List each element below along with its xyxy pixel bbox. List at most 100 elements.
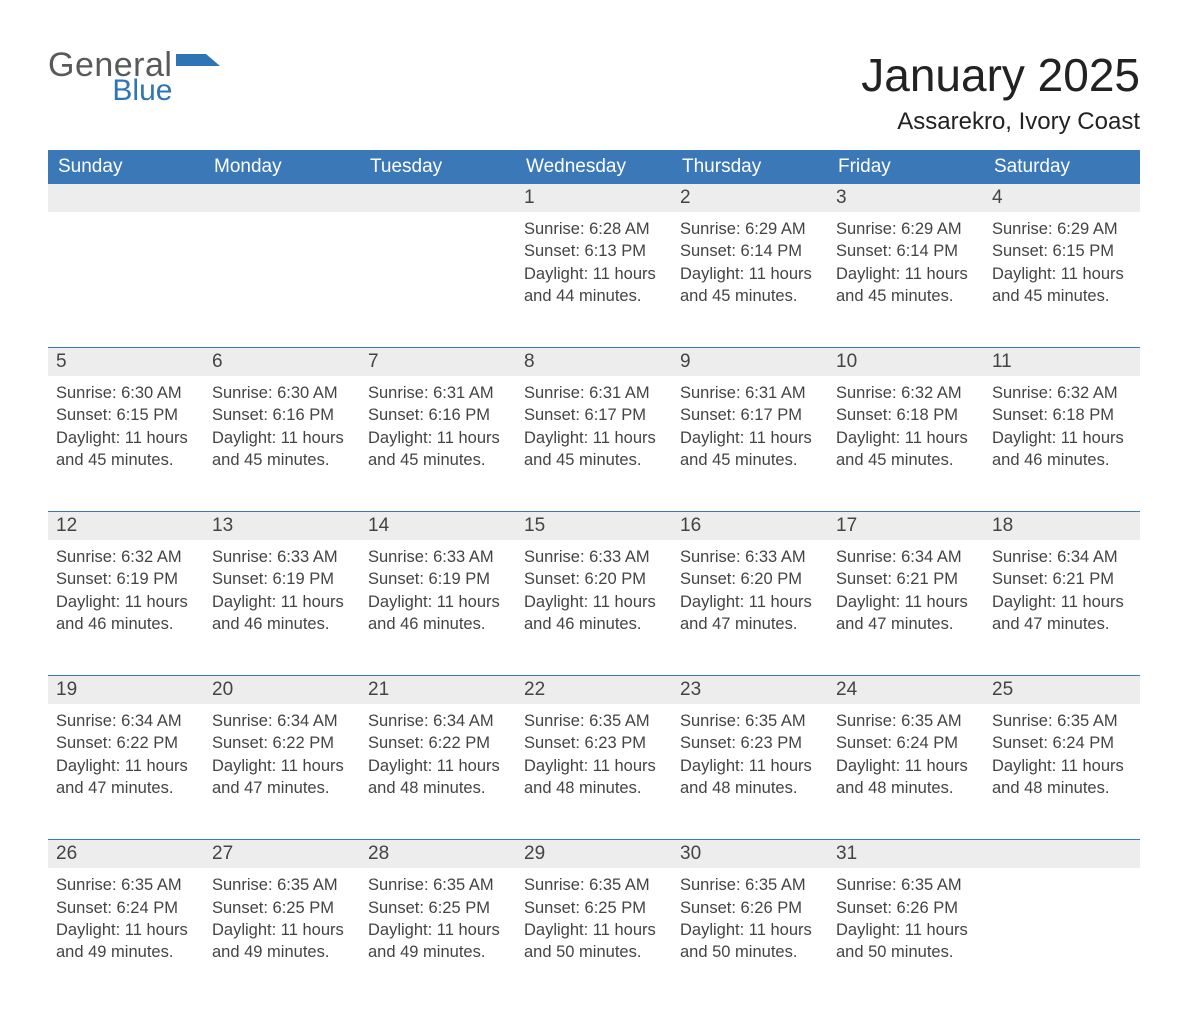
- week-separator: [48, 499, 1140, 512]
- brand-flag-icon: [176, 48, 220, 85]
- day-detail-cell: Sunrise: 6:30 AMSunset: 6:16 PMDaylight:…: [204, 376, 360, 499]
- day-detail-cell: Sunrise: 6:33 AMSunset: 6:20 PMDaylight:…: [672, 540, 828, 663]
- day-number-cell: [984, 840, 1140, 868]
- day-detail-cell: Sunrise: 6:29 AMSunset: 6:14 PMDaylight:…: [828, 212, 984, 335]
- sunset-text: Sunset: 6:26 PM: [836, 897, 976, 919]
- sunset-text: Sunset: 6:25 PM: [368, 897, 508, 919]
- day-detail-cell: Sunrise: 6:29 AMSunset: 6:14 PMDaylight:…: [672, 212, 828, 335]
- day-detail-cell: Sunrise: 6:30 AMSunset: 6:15 PMDaylight:…: [48, 376, 204, 499]
- sunrise-text: Sunrise: 6:30 AM: [212, 382, 352, 404]
- day-number-cell: [48, 184, 204, 212]
- header-bar: General Blue January 2025 Assarekro, Ivo…: [48, 48, 1140, 150]
- day-detail-row: Sunrise: 6:35 AMSunset: 6:24 PMDaylight:…: [48, 868, 1140, 991]
- day-number-cell: 11: [984, 348, 1140, 376]
- daylight-text: Daylight: 11 hours and 45 minutes.: [680, 263, 820, 308]
- day-detail-cell: Sunrise: 6:33 AMSunset: 6:20 PMDaylight:…: [516, 540, 672, 663]
- day-number-row: 567891011: [48, 348, 1140, 376]
- day-detail-cell: [204, 212, 360, 335]
- daylight-text: Daylight: 11 hours and 47 minutes.: [836, 591, 976, 636]
- sunrise-text: Sunrise: 6:31 AM: [524, 382, 664, 404]
- col-header: Tuesday: [360, 150, 516, 184]
- sunset-text: Sunset: 6:19 PM: [56, 568, 196, 590]
- day-detail-cell: Sunrise: 6:35 AMSunset: 6:26 PMDaylight:…: [828, 868, 984, 991]
- day-detail-cell: Sunrise: 6:31 AMSunset: 6:17 PMDaylight:…: [516, 376, 672, 499]
- col-header: Saturday: [984, 150, 1140, 184]
- week-separator: [48, 827, 1140, 840]
- brand-text: General Blue: [48, 48, 172, 106]
- day-detail-cell: Sunrise: 6:34 AMSunset: 6:22 PMDaylight:…: [48, 704, 204, 827]
- sunrise-text: Sunrise: 6:29 AM: [992, 218, 1132, 240]
- day-detail-cell: Sunrise: 6:28 AMSunset: 6:13 PMDaylight:…: [516, 212, 672, 335]
- sunrise-text: Sunrise: 6:35 AM: [836, 874, 976, 896]
- col-header: Monday: [204, 150, 360, 184]
- sunset-text: Sunset: 6:21 PM: [992, 568, 1132, 590]
- sunset-text: Sunset: 6:26 PM: [680, 897, 820, 919]
- sunset-text: Sunset: 6:22 PM: [56, 732, 196, 754]
- daylight-text: Daylight: 11 hours and 45 minutes.: [680, 427, 820, 472]
- sunrise-text: Sunrise: 6:28 AM: [524, 218, 664, 240]
- sunset-text: Sunset: 6:24 PM: [836, 732, 976, 754]
- sunset-text: Sunset: 6:24 PM: [992, 732, 1132, 754]
- sunset-text: Sunset: 6:13 PM: [524, 240, 664, 262]
- daylight-text: Daylight: 11 hours and 48 minutes.: [836, 755, 976, 800]
- sunset-text: Sunset: 6:19 PM: [212, 568, 352, 590]
- day-number-cell: 10: [828, 348, 984, 376]
- week-separator: [48, 335, 1140, 348]
- day-number-cell: 5: [48, 348, 204, 376]
- day-detail-cell: Sunrise: 6:34 AMSunset: 6:21 PMDaylight:…: [828, 540, 984, 663]
- daylight-text: Daylight: 11 hours and 45 minutes.: [212, 427, 352, 472]
- day-detail-cell: Sunrise: 6:29 AMSunset: 6:15 PMDaylight:…: [984, 212, 1140, 335]
- day-detail-cell: Sunrise: 6:35 AMSunset: 6:23 PMDaylight:…: [516, 704, 672, 827]
- daylight-text: Daylight: 11 hours and 45 minutes.: [836, 263, 976, 308]
- daylight-text: Daylight: 11 hours and 49 minutes.: [212, 919, 352, 964]
- daylight-text: Daylight: 11 hours and 46 minutes.: [992, 427, 1132, 472]
- daylight-text: Daylight: 11 hours and 45 minutes.: [992, 263, 1132, 308]
- sunrise-text: Sunrise: 6:31 AM: [680, 382, 820, 404]
- day-number-cell: 29: [516, 840, 672, 868]
- day-number-cell: 25: [984, 676, 1140, 704]
- location-subtitle: Assarekro, Ivory Coast: [861, 108, 1140, 136]
- sunrise-text: Sunrise: 6:30 AM: [56, 382, 196, 404]
- day-detail-cell: Sunrise: 6:33 AMSunset: 6:19 PMDaylight:…: [360, 540, 516, 663]
- sunset-text: Sunset: 6:24 PM: [56, 897, 196, 919]
- sunrise-text: Sunrise: 6:34 AM: [212, 710, 352, 732]
- sunrise-text: Sunrise: 6:35 AM: [680, 874, 820, 896]
- day-number-cell: 9: [672, 348, 828, 376]
- sunrise-text: Sunrise: 6:32 AM: [836, 382, 976, 404]
- sunrise-text: Sunrise: 6:33 AM: [680, 546, 820, 568]
- day-number-cell: 15: [516, 512, 672, 540]
- day-number-cell: 18: [984, 512, 1140, 540]
- day-detail-cell: Sunrise: 6:33 AMSunset: 6:19 PMDaylight:…: [204, 540, 360, 663]
- sunrise-text: Sunrise: 6:35 AM: [56, 874, 196, 896]
- sunrise-text: Sunrise: 6:35 AM: [836, 710, 976, 732]
- sunset-text: Sunset: 6:14 PM: [836, 240, 976, 262]
- day-detail-row: Sunrise: 6:32 AMSunset: 6:19 PMDaylight:…: [48, 540, 1140, 663]
- daylight-text: Daylight: 11 hours and 46 minutes.: [212, 591, 352, 636]
- sunset-text: Sunset: 6:16 PM: [368, 404, 508, 426]
- sunset-text: Sunset: 6:19 PM: [368, 568, 508, 590]
- sunrise-text: Sunrise: 6:35 AM: [680, 710, 820, 732]
- day-detail-row: Sunrise: 6:28 AMSunset: 6:13 PM Daylight:…: [48, 212, 1140, 335]
- day-detail-cell: Sunrise: 6:31 AMSunset: 6:17 PMDaylight:…: [672, 376, 828, 499]
- sunset-text: Sunset: 6:20 PM: [680, 568, 820, 590]
- sunset-text: Sunset: 6:23 PM: [680, 732, 820, 754]
- sunrise-text: Sunrise: 6:35 AM: [524, 710, 664, 732]
- sunrise-text: Sunrise: 6:35 AM: [992, 710, 1132, 732]
- col-header: Thursday: [672, 150, 828, 184]
- sunrise-text: Sunrise: 6:29 AM: [680, 218, 820, 240]
- col-header: Friday: [828, 150, 984, 184]
- calendar-header-row: Sunday Monday Tuesday Wednesday Thursday…: [48, 150, 1140, 184]
- day-number-cell: [204, 184, 360, 212]
- day-number-cell: 4: [984, 184, 1140, 212]
- day-detail-cell: [48, 212, 204, 335]
- month-title: January 2025: [861, 48, 1140, 102]
- day-detail-cell: Sunrise: 6:34 AMSunset: 6:22 PMDaylight:…: [204, 704, 360, 827]
- brand-logo: General Blue: [48, 48, 220, 106]
- day-detail-cell: Sunrise: 6:35 AMSunset: 6:25 PMDaylight:…: [360, 868, 516, 991]
- day-detail-cell: Sunrise: 6:35 AMSunset: 6:25 PMDaylight:…: [204, 868, 360, 991]
- title-block: January 2025 Assarekro, Ivory Coast: [861, 48, 1140, 150]
- daylight-text: Daylight: 11 hours and 48 minutes.: [524, 755, 664, 800]
- day-number-cell: [360, 184, 516, 212]
- sunrise-text: Sunrise: 6:34 AM: [836, 546, 976, 568]
- day-number-row: 12131415161718: [48, 512, 1140, 540]
